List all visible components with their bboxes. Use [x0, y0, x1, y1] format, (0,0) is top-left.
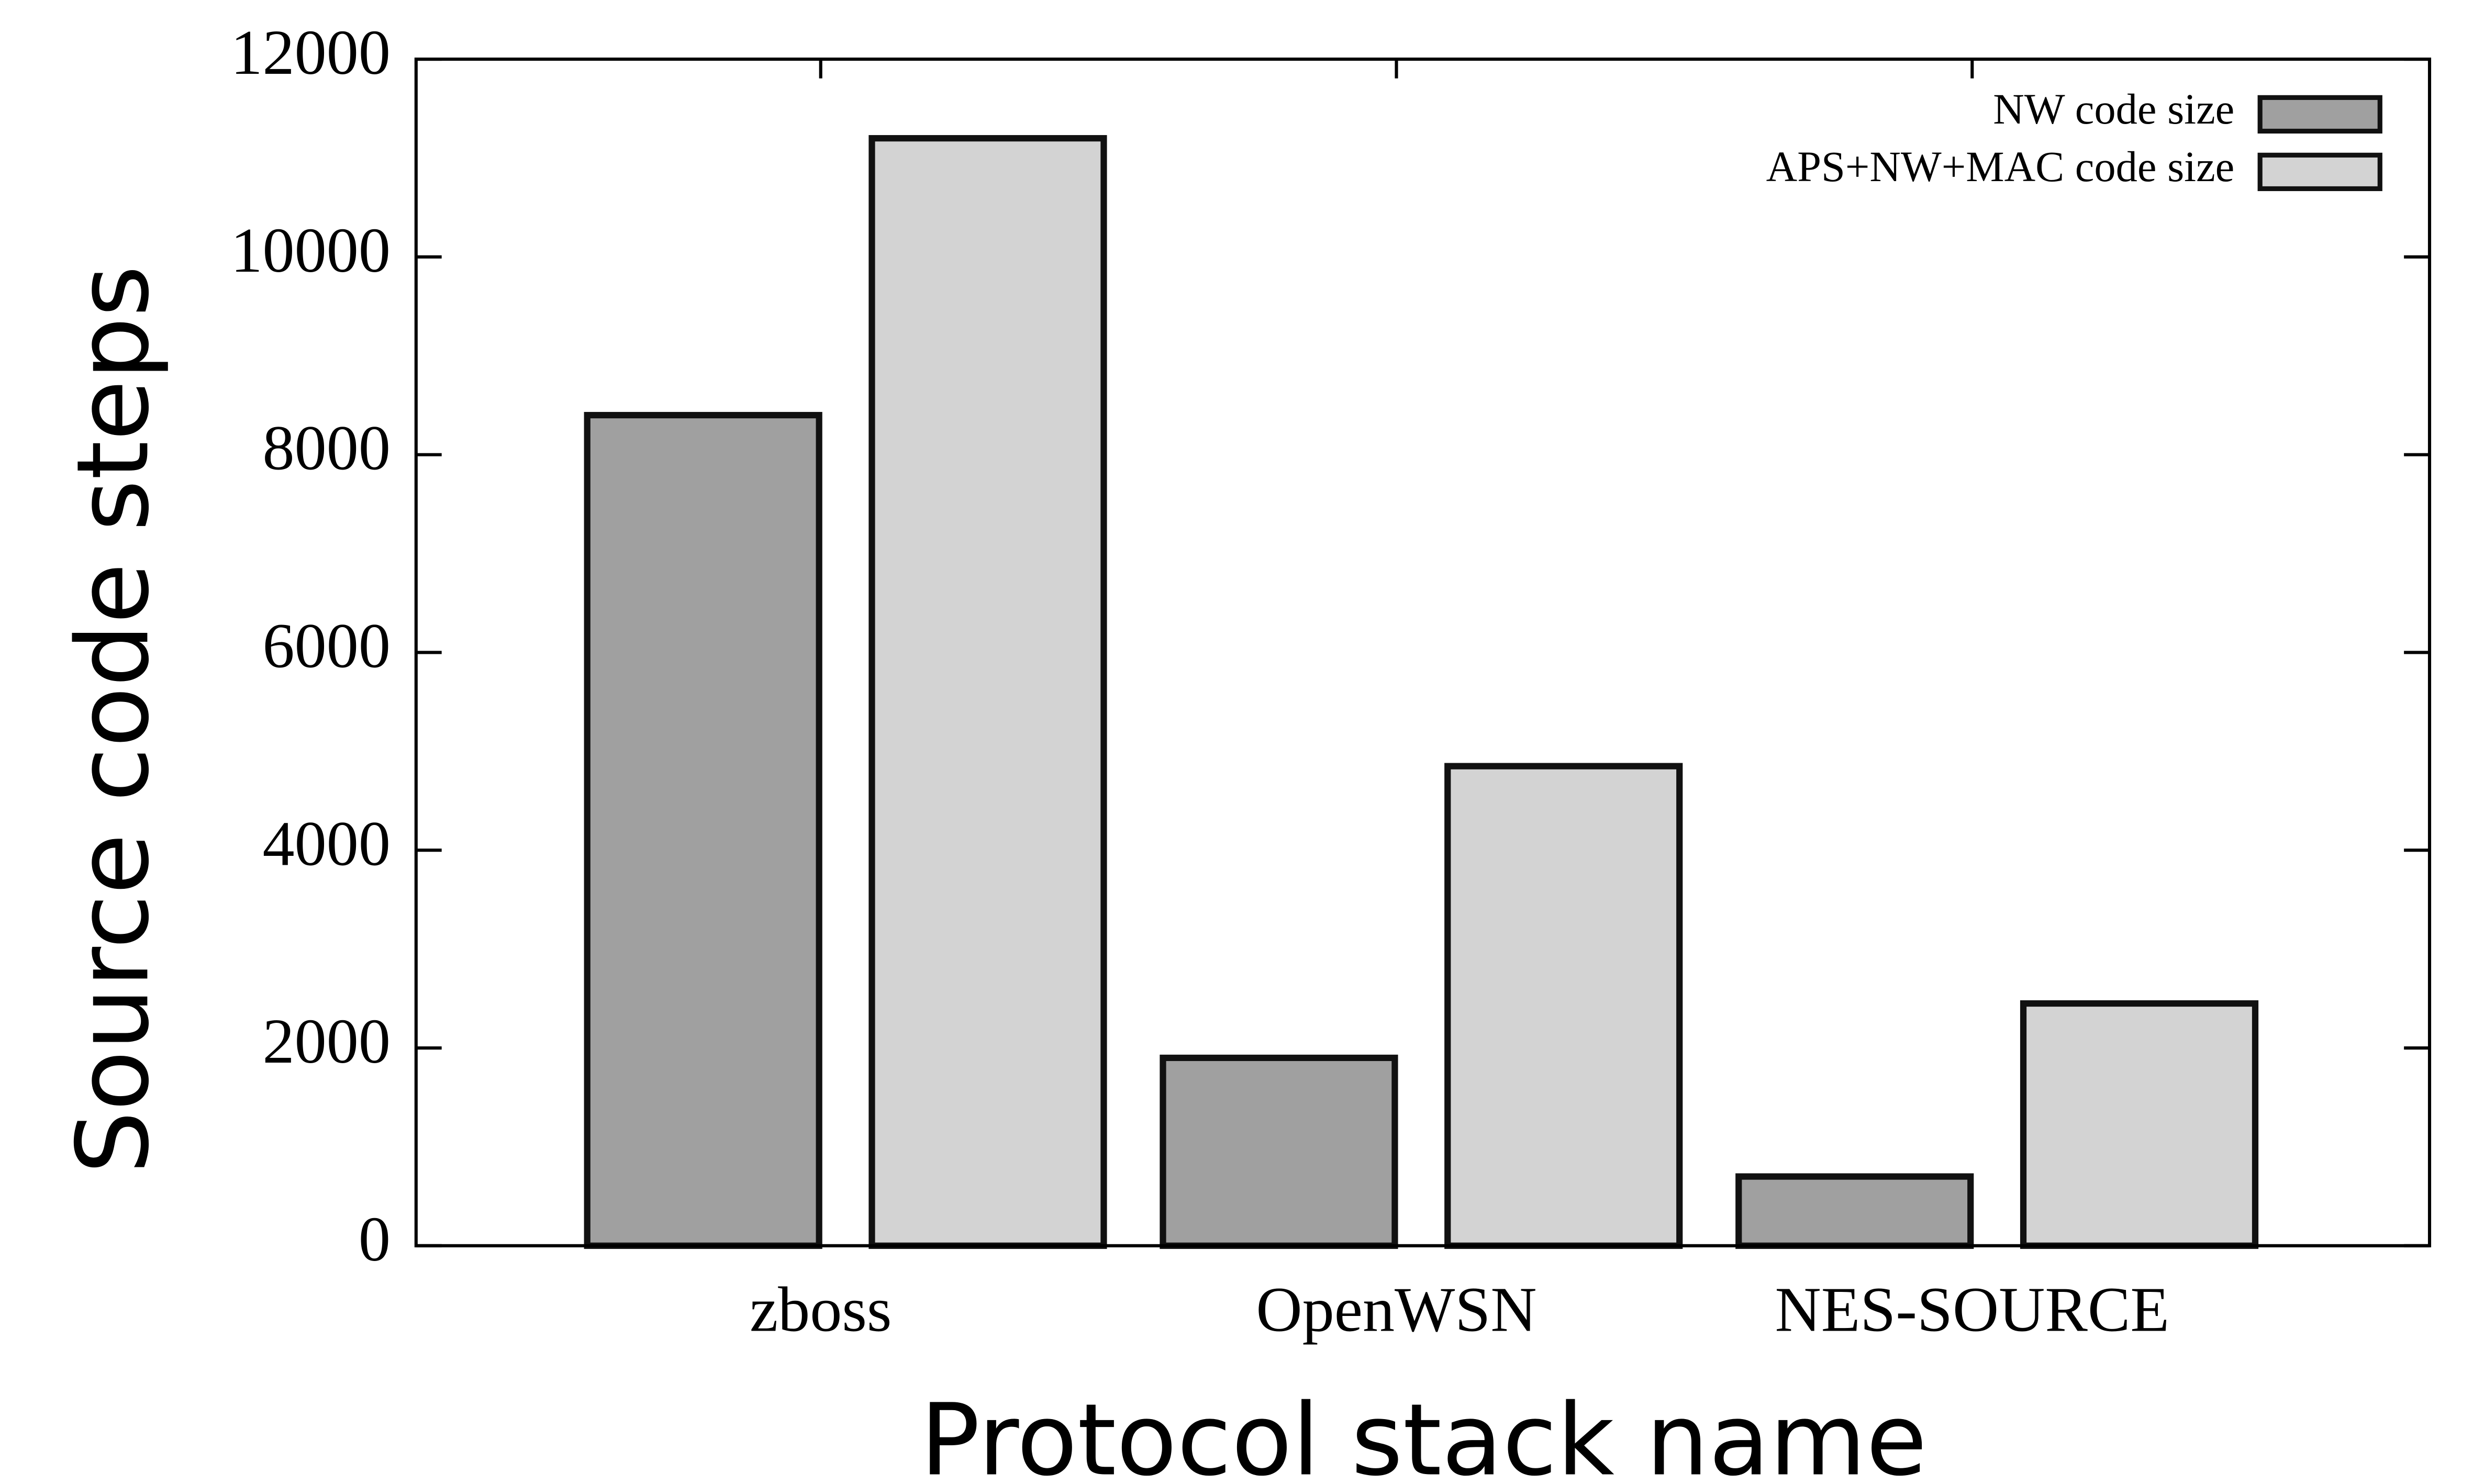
y-tick-label: 4000: [263, 808, 391, 879]
x-tick-label: NES-SOURCE: [1775, 1274, 2169, 1345]
bar: [1444, 763, 1683, 1249]
x-tick-label: zboss: [750, 1274, 892, 1345]
y-tick-label: 0: [359, 1204, 391, 1275]
plot-frame: [414, 57, 2432, 1247]
x-axis-title: Protocol stack name: [920, 1382, 1927, 1484]
x-tick-label: OpenWSN: [1256, 1274, 1536, 1345]
y-tick-label: 2000: [263, 1006, 391, 1077]
legend-swatch: [2257, 95, 2382, 134]
bar: [1735, 1173, 1974, 1249]
y-tick-label: 12000: [230, 17, 390, 88]
y-axis-title: Source code steps: [55, 265, 171, 1174]
legend-label: APS+NW+MAC code size: [1766, 143, 2235, 191]
y-tick-label: 10000: [230, 215, 390, 286]
legend-label: NW code size: [1993, 85, 2234, 133]
y-tick-label: 8000: [263, 413, 391, 484]
bar: [868, 135, 1107, 1249]
bar: [584, 411, 822, 1249]
bar: [1160, 1054, 1398, 1249]
y-tick-label: 6000: [263, 610, 391, 681]
legend-swatch: [2257, 152, 2382, 192]
bar: [2020, 1000, 2259, 1249]
